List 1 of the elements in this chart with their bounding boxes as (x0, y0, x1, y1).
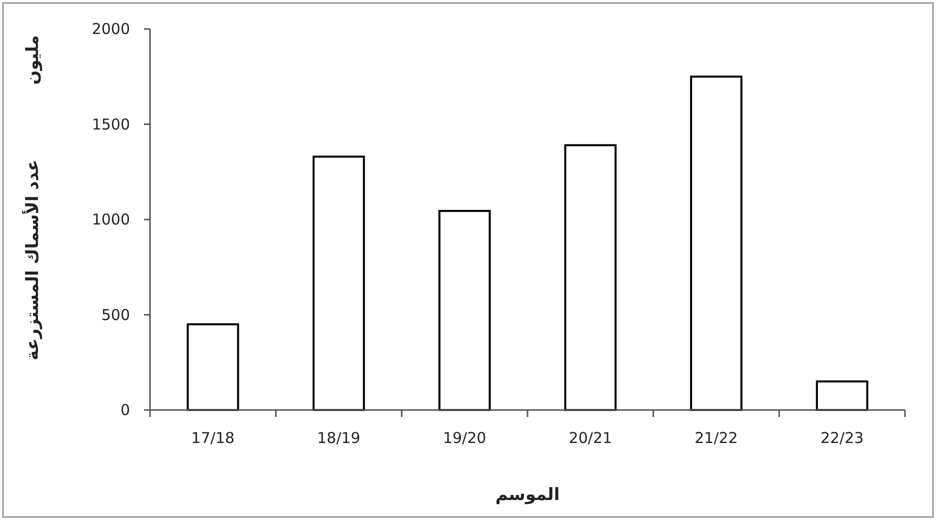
annotation: مليون (23, 35, 43, 85)
